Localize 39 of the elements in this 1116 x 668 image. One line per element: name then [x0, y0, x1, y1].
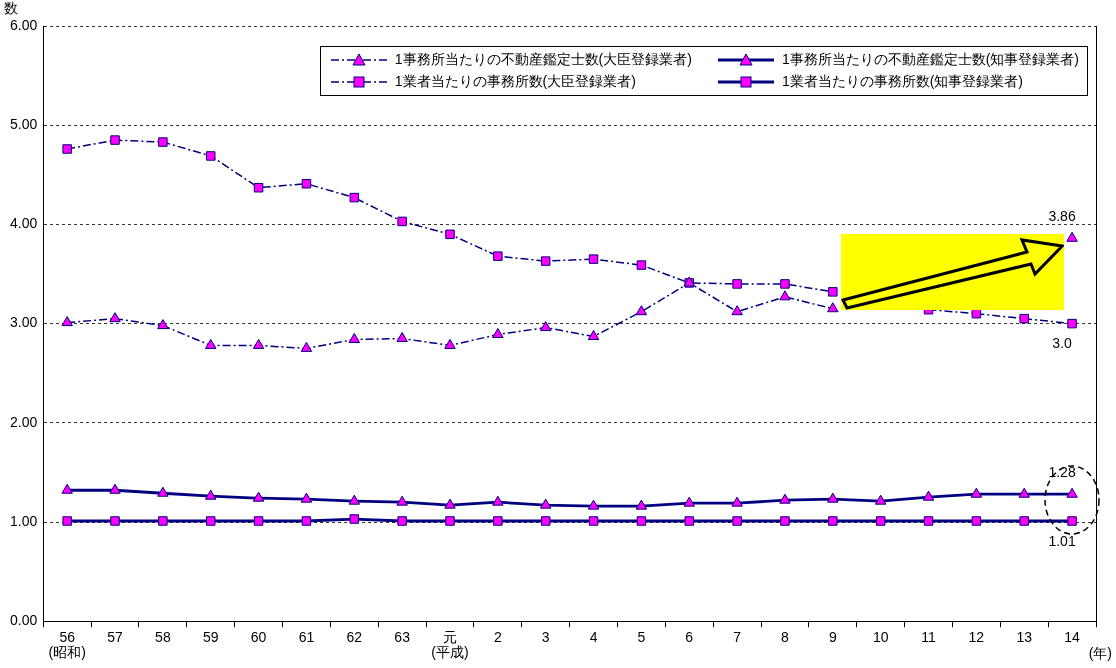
x-tick-label: 61	[298, 628, 315, 645]
legend-label: 1業者当たりの事務所数(知事登録業者)	[781, 73, 1023, 91]
x-tick-label: 56 (昭和)	[48, 628, 86, 661]
data-label: 1.01	[1048, 532, 1076, 549]
x-tick-label: 10	[872, 628, 889, 645]
data-label: 3.0	[1052, 335, 1073, 352]
y-axis-title: 数	[4, 0, 18, 16]
x-tick-label: 5	[637, 628, 646, 645]
x-tick-label: 59	[202, 628, 219, 645]
x-tick-label: 元 (平成)	[431, 628, 469, 661]
y-tick-label: 1.00	[10, 512, 38, 529]
x-tick-label: 7	[733, 628, 742, 645]
x-tick-label: 9	[828, 628, 837, 645]
x-tick-label: 4	[589, 628, 598, 645]
x-tick-label: 58	[155, 628, 171, 645]
x-tick-label: 13	[1016, 628, 1033, 645]
y-tick-label: 3.00	[10, 314, 38, 331]
legend-label: 1事務所当たりの不動産鑑定士数(大臣登録業者)	[394, 51, 692, 69]
x-tick-label: 57	[107, 628, 124, 645]
data-label: 3.86	[1048, 208, 1076, 225]
x-tick-label: 8	[781, 628, 790, 645]
y-tick-label: 5.00	[10, 116, 38, 133]
y-tick-label: 4.00	[10, 215, 38, 232]
y-tick-label: 2.00	[10, 413, 38, 430]
y-tick-label: 0.00	[10, 612, 38, 629]
data-label: 1.28	[1048, 464, 1076, 481]
x-axis-title: (年)	[1088, 645, 1112, 662]
legend-label: 1業者当たりの事務所数(大臣登録業者)	[394, 73, 636, 91]
legend-label: 1事務所当たりの不動産鑑定士数(知事登録業者)	[781, 51, 1079, 69]
x-tick-label: 2	[493, 628, 502, 645]
x-tick-label: 12	[968, 628, 985, 645]
x-tick-label: 14	[1064, 628, 1081, 645]
x-tick-label: 3	[541, 628, 550, 645]
x-tick-label: 60	[250, 628, 267, 645]
y-tick-label: 6.00	[10, 16, 38, 33]
x-tick-label: 11	[921, 628, 936, 645]
x-tick-label: 62	[346, 628, 363, 645]
x-tick-label: 63	[394, 628, 411, 645]
x-tick-label: 6	[685, 628, 694, 645]
